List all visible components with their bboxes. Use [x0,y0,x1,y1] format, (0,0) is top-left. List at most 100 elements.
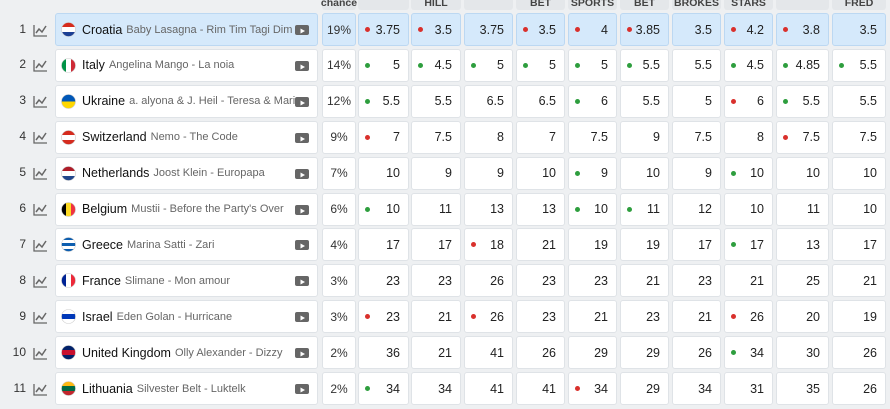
odds-cell[interactable]: 19 [832,300,886,334]
odds-cell[interactable]: 10 [776,156,829,190]
odds-cell[interactable]: 10 [832,156,886,190]
odds-cell[interactable]: 10 [568,192,617,226]
odds-cell[interactable]: 3.8 [776,13,829,46]
odds-cell[interactable]: 34 [672,372,721,405]
chart-icon[interactable] [32,22,48,38]
odds-cell[interactable]: 26 [832,336,886,370]
odds-cell[interactable]: 4 [568,13,617,46]
chart-icon[interactable] [32,381,48,397]
odds-cell[interactable]: 18 [464,228,513,262]
odds-cell[interactable]: 10 [516,156,565,190]
odds-cell[interactable]: 13 [516,192,565,226]
odds-cell[interactable]: 41 [464,372,513,405]
odds-cell[interactable]: 7.5 [568,120,617,154]
odds-cell[interactable]: 23 [358,300,409,334]
odds-cell[interactable]: 9 [620,120,669,154]
odds-cell[interactable]: 3.5 [832,13,886,46]
odds-cell[interactable]: 21 [724,264,773,298]
play-button[interactable] [295,384,309,394]
odds-cell[interactable]: 34 [568,372,617,405]
chart-icon[interactable] [32,345,48,361]
odds-cell[interactable]: 3.5 [411,13,461,46]
odds-cell[interactable]: 7.5 [411,120,461,154]
play-button[interactable] [295,96,309,107]
odds-cell[interactable]: 5.5 [776,84,829,118]
chart-icon[interactable] [32,309,48,325]
chart-icon[interactable] [32,129,48,145]
odds-cell[interactable]: 10 [358,156,409,190]
odds-cell[interactable]: 11 [776,192,829,226]
play-button[interactable] [295,132,309,143]
odds-cell[interactable]: 21 [620,264,669,298]
odds-cell[interactable]: 9 [672,156,721,190]
odds-cell[interactable]: 9 [411,156,461,190]
odds-cell[interactable]: 23 [411,264,461,298]
odds-cell[interactable]: 29 [620,372,669,405]
odds-cell[interactable]: 3.5 [516,13,565,46]
odds-cell[interactable]: 21 [516,228,565,262]
odds-cell[interactable]: 5 [568,48,617,82]
odds-cell[interactable]: 34 [724,336,773,370]
odds-cell[interactable]: 7.5 [832,120,886,154]
odds-cell[interactable]: 34 [411,372,461,405]
odds-cell[interactable]: 5.5 [620,48,669,82]
odds-cell[interactable]: 10 [620,156,669,190]
chart-icon[interactable] [32,93,48,109]
odds-cell[interactable]: 30 [776,336,829,370]
odds-cell[interactable]: 23 [620,300,669,334]
odds-cell[interactable]: 5 [672,84,721,118]
odds-cell[interactable]: 5.5 [832,84,886,118]
odds-cell[interactable]: 23 [516,264,565,298]
odds-cell[interactable]: 21 [832,264,886,298]
odds-cell[interactable]: 19 [568,228,617,262]
odds-cell[interactable]: 12 [672,192,721,226]
odds-cell[interactable]: 6.5 [516,84,565,118]
chart-icon[interactable] [32,165,48,181]
odds-cell[interactable]: 4.5 [411,48,461,82]
odds-cell[interactable]: 20 [776,300,829,334]
chart-icon[interactable] [32,237,48,253]
play-button[interactable] [295,312,309,323]
odds-cell[interactable]: 17 [358,228,409,262]
odds-cell[interactable]: 17 [832,228,886,262]
odds-cell[interactable]: 17 [411,228,461,262]
play-button[interactable] [295,60,309,71]
chart-icon[interactable] [32,57,48,73]
odds-cell[interactable]: 5.5 [832,48,886,82]
odds-cell[interactable]: 21 [672,300,721,334]
play-button[interactable] [295,204,309,215]
odds-cell[interactable]: 8 [724,120,773,154]
odds-cell[interactable]: 23 [672,264,721,298]
odds-cell[interactable]: 3.75 [464,13,513,46]
odds-cell[interactable]: 5 [464,48,513,82]
odds-cell[interactable]: 29 [568,336,617,370]
odds-cell[interactable]: 6 [568,84,617,118]
odds-cell[interactable]: 8 [464,120,513,154]
odds-cell[interactable]: 26 [464,264,513,298]
odds-cell[interactable]: 11 [620,192,669,226]
odds-cell[interactable]: 5.5 [672,48,721,82]
odds-cell[interactable]: 35 [776,372,829,405]
odds-cell[interactable]: 4.5 [724,48,773,82]
odds-cell[interactable]: 23 [358,264,409,298]
odds-cell[interactable]: 11 [411,192,461,226]
odds-cell[interactable]: 26 [724,300,773,334]
odds-cell[interactable]: 23 [568,264,617,298]
chart-icon[interactable] [32,273,48,289]
odds-cell[interactable]: 5.5 [411,84,461,118]
odds-cell[interactable]: 5.5 [358,84,409,118]
odds-cell[interactable]: 34 [358,372,409,405]
odds-cell[interactable]: 3.75 [358,13,409,46]
odds-cell[interactable]: 9 [464,156,513,190]
odds-cell[interactable]: 23 [516,300,565,334]
odds-cell[interactable]: 9 [568,156,617,190]
chart-icon[interactable] [32,201,48,217]
odds-cell[interactable]: 13 [464,192,513,226]
play-button[interactable] [295,240,309,251]
odds-cell[interactable]: 4.2 [724,13,773,46]
odds-cell[interactable]: 21 [411,300,461,334]
odds-cell[interactable]: 41 [516,372,565,405]
odds-cell[interactable]: 29 [620,336,669,370]
odds-cell[interactable]: 31 [724,372,773,405]
odds-cell[interactable]: 5 [516,48,565,82]
